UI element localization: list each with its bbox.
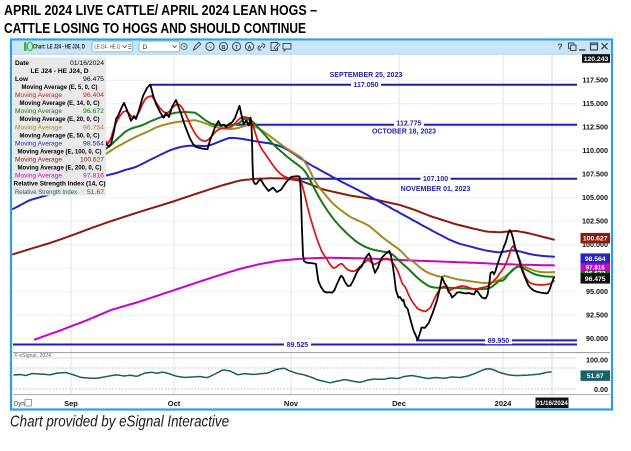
svg-text:112.775: 112.775 xyxy=(397,121,422,128)
svg-text:01/16/2024: 01/16/2024 xyxy=(536,400,568,407)
svg-text:A: A xyxy=(247,45,251,51)
svg-text:100.00: 100.00 xyxy=(586,355,608,364)
svg-text:© eSignal, 2024: © eSignal, 2024 xyxy=(14,352,51,359)
svg-text:96.754: 96.754 xyxy=(83,124,104,131)
svg-text:117.050: 117.050 xyxy=(354,82,379,89)
svg-text:97.816: 97.816 xyxy=(586,265,605,272)
svg-text:95.000: 95.000 xyxy=(586,287,608,296)
svg-text:Moving Average (E, 20, 0, C): Moving Average (E, 20, 0, C) xyxy=(20,116,100,123)
svg-text:Moving Average: Moving Average xyxy=(15,157,62,164)
svg-text:51.67: 51.67 xyxy=(87,189,104,196)
svg-text:96.404: 96.404 xyxy=(83,92,104,99)
svg-text:Moving Average (E, 200, 0, C): Moving Average (E, 200, 0, C) xyxy=(18,165,102,172)
svg-text:100.627: 100.627 xyxy=(80,157,104,164)
svg-text:Moving Average: Moving Average xyxy=(15,108,62,115)
svg-text:CATTLE LOSING TO HOGS AND SHOU: CATTLE LOSING TO HOGS AND SHOULD CONTINU… xyxy=(4,20,306,37)
svg-text:Relative Strength Index: Relative Strength Index xyxy=(15,189,78,196)
svg-text:Chart provided by eSignal Inte: Chart provided by eSignal Interactive xyxy=(10,414,229,431)
svg-text:Nov: Nov xyxy=(284,399,299,408)
svg-text:89.525: 89.525 xyxy=(287,342,309,349)
svg-text:B: B xyxy=(221,45,225,51)
svg-text:Moving Average (E, 14, 0, C): Moving Average (E, 14, 0, C) xyxy=(20,100,100,107)
svg-text:105.000: 105.000 xyxy=(582,193,608,202)
svg-text:Dec: Dec xyxy=(392,399,406,408)
svg-text:120.243: 120.243 xyxy=(584,56,609,63)
svg-text:115.000: 115.000 xyxy=(582,99,608,108)
svg-text:90.000: 90.000 xyxy=(586,334,608,343)
svg-text:100.000: 100.000 xyxy=(582,240,608,249)
svg-text:112.500: 112.500 xyxy=(582,123,608,132)
svg-text:96.475: 96.475 xyxy=(83,76,104,83)
svg-text:100.627: 100.627 xyxy=(583,236,608,243)
svg-text:107.100: 107.100 xyxy=(423,176,448,183)
svg-text:96.672: 96.672 xyxy=(83,108,104,115)
svg-text:LE J24 - HE J24, D: LE J24 - HE J24, D xyxy=(31,68,89,75)
svg-text:?: ? xyxy=(557,42,562,52)
svg-text:Moving Average: Moving Average xyxy=(15,92,62,99)
svg-text:117.500: 117.500 xyxy=(582,76,608,85)
svg-text:98.564: 98.564 xyxy=(83,140,104,147)
svg-text:0.00: 0.00 xyxy=(594,385,608,394)
svg-text:Moving Average: Moving Average xyxy=(15,173,62,180)
svg-text:Relative Strength Index (14, C: Relative Strength Index (14, C) xyxy=(14,181,106,188)
svg-text:Dyn: Dyn xyxy=(14,402,25,408)
svg-text:Date: Date xyxy=(15,60,29,67)
svg-text:Moving Average: Moving Average xyxy=(15,140,62,147)
svg-text:Low: Low xyxy=(15,76,28,83)
svg-text:D: D xyxy=(143,44,148,51)
svg-text:Moving Average: Moving Average xyxy=(15,124,62,131)
svg-text:97.816: 97.816 xyxy=(83,173,104,180)
svg-text:Sep: Sep xyxy=(64,399,78,408)
svg-text:Moving Average (E, 5, 0, C): Moving Average (E, 5, 0, C) xyxy=(22,84,98,91)
svg-text:SEPTEMBER 25, 2023: SEPTEMBER 25, 2023 xyxy=(330,72,403,79)
svg-text:01/16/2024: 01/16/2024 xyxy=(70,60,104,67)
svg-text:Moving Average (E, 50, 0, C): Moving Average (E, 50, 0, C) xyxy=(20,132,100,139)
svg-text:2024: 2024 xyxy=(495,399,513,408)
svg-text:APRIL 2024 LIVE CATTLE/ APRIL: APRIL 2024 LIVE CATTLE/ APRIL 2024 LEAN … xyxy=(4,2,317,19)
svg-text:98.564: 98.564 xyxy=(585,256,606,263)
svg-text:102.500: 102.500 xyxy=(582,217,608,226)
svg-text:110.000: 110.000 xyxy=(582,146,608,155)
svg-text:92.500: 92.500 xyxy=(586,311,608,320)
svg-text:~: ~ xyxy=(208,45,212,51)
svg-text:LE J24 - HE J2: LE J24 - HE J2 xyxy=(95,45,121,51)
svg-text:96.475: 96.475 xyxy=(585,276,606,283)
svg-text:107.500: 107.500 xyxy=(582,170,608,179)
svg-text:51.67: 51.67 xyxy=(587,373,604,380)
svg-text:Moving Average (E, 100, 0, C): Moving Average (E, 100, 0, C) xyxy=(18,149,102,156)
svg-text:NOVEMBER 01, 2023: NOVEMBER 01, 2023 xyxy=(401,186,471,193)
svg-text:Chart: LE J24 - HE J24, D: Chart: LE J24 - HE J24, D xyxy=(33,44,85,51)
svg-text:89.950: 89.950 xyxy=(488,338,510,345)
svg-text:Oct: Oct xyxy=(168,399,181,408)
svg-text:T: T xyxy=(235,45,239,51)
svg-text:OCTOBER 18, 2023: OCTOBER 18, 2023 xyxy=(372,129,436,136)
